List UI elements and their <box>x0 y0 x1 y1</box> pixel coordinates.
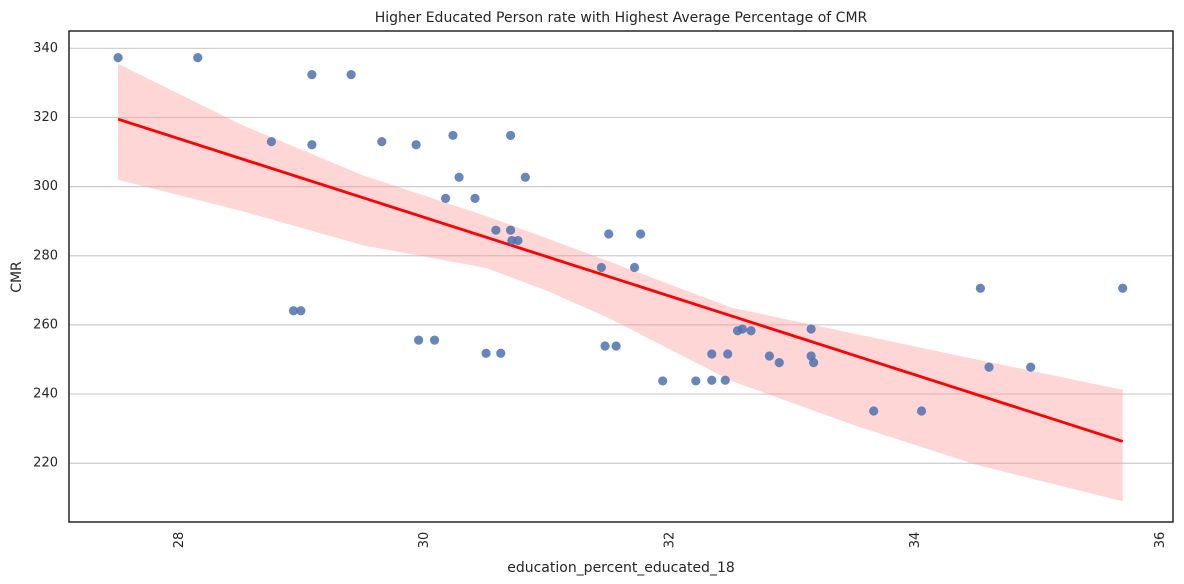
regression-line-layer <box>117 117 1124 443</box>
data-point-37 <box>737 324 748 334</box>
y-axis-title: CMR <box>9 261 25 293</box>
confidence-band <box>118 63 1123 502</box>
data-point-45 <box>916 406 927 416</box>
data-point-12 <box>440 193 451 203</box>
confidence-band-layer <box>118 63 1123 502</box>
data-point-38 <box>746 326 756 336</box>
data-point-32 <box>707 375 717 385</box>
data-point-13 <box>470 193 480 203</box>
x-tick-labels: 28 30 32 34 36 <box>172 532 1168 549</box>
data-point-41 <box>774 357 784 368</box>
grid-lines <box>69 47 1173 464</box>
axes-frame <box>68 30 1174 523</box>
data-point-8 <box>448 130 458 141</box>
data-point-22 <box>288 306 299 316</box>
data-point-2 <box>307 69 317 80</box>
y-tick-label-320: 320 <box>33 110 58 125</box>
data-points <box>113 53 1128 416</box>
y-tick-labels: 220 240 260 280 300 320 340 <box>33 41 58 471</box>
chart-title: Higher Educated Person rate with Highest… <box>375 10 868 26</box>
x-tick-label-30: 30 <box>417 532 432 549</box>
data-point-43 <box>808 357 819 368</box>
y-tick-label-300: 300 <box>33 179 58 194</box>
data-point-30 <box>658 376 668 386</box>
x-tick-label-32: 32 <box>663 532 678 549</box>
data-point-25 <box>429 335 440 345</box>
data-point-44 <box>869 406 879 416</box>
y-tick-label-280: 280 <box>33 248 58 263</box>
data-point-28 <box>600 341 610 351</box>
data-point-24 <box>414 335 424 345</box>
data-point-18 <box>604 229 614 239</box>
data-point-40 <box>764 351 775 361</box>
y-tick-label-340: 340 <box>33 41 58 56</box>
x-tick-label-34: 34 <box>908 532 923 549</box>
data-point-35 <box>723 349 733 359</box>
y-tick-label-260: 260 <box>33 317 58 332</box>
data-point-17 <box>513 235 523 246</box>
data-point-33 <box>720 375 730 385</box>
data-point-21 <box>629 262 640 273</box>
data-point-26 <box>481 348 491 358</box>
data-point-47 <box>1118 283 1128 293</box>
data-point-19 <box>636 229 646 239</box>
data-point-29 <box>611 341 621 351</box>
data-point-34 <box>707 349 717 359</box>
data-point-23 <box>296 306 306 316</box>
data-point-0 <box>113 53 123 63</box>
data-point-49 <box>1026 362 1036 372</box>
data-point-20 <box>596 262 606 273</box>
data-point-7 <box>411 140 421 150</box>
y-tick-label-220: 220 <box>33 456 58 471</box>
data-point-9 <box>506 130 516 141</box>
data-point-27 <box>496 348 506 358</box>
data-point-5 <box>307 140 317 150</box>
data-point-14 <box>491 225 501 235</box>
data-point-11 <box>520 172 530 182</box>
data-point-3 <box>346 69 356 80</box>
x-tick-label-36: 36 <box>1153 532 1168 549</box>
data-point-10 <box>454 172 464 182</box>
x-tick-label-28: 28 <box>172 532 187 549</box>
data-point-15 <box>506 225 516 235</box>
data-point-4 <box>266 137 276 147</box>
regression-line <box>117 117 1124 443</box>
data-point-48 <box>984 362 994 372</box>
data-point-1 <box>193 53 203 63</box>
y-tick-label-240: 240 <box>33 387 58 402</box>
data-point-6 <box>377 137 387 147</box>
data-point-46 <box>975 283 986 293</box>
data-point-31 <box>691 376 701 386</box>
x-axis-title: education_percent_educated_18 <box>507 560 735 576</box>
data-point-39 <box>806 324 816 334</box>
